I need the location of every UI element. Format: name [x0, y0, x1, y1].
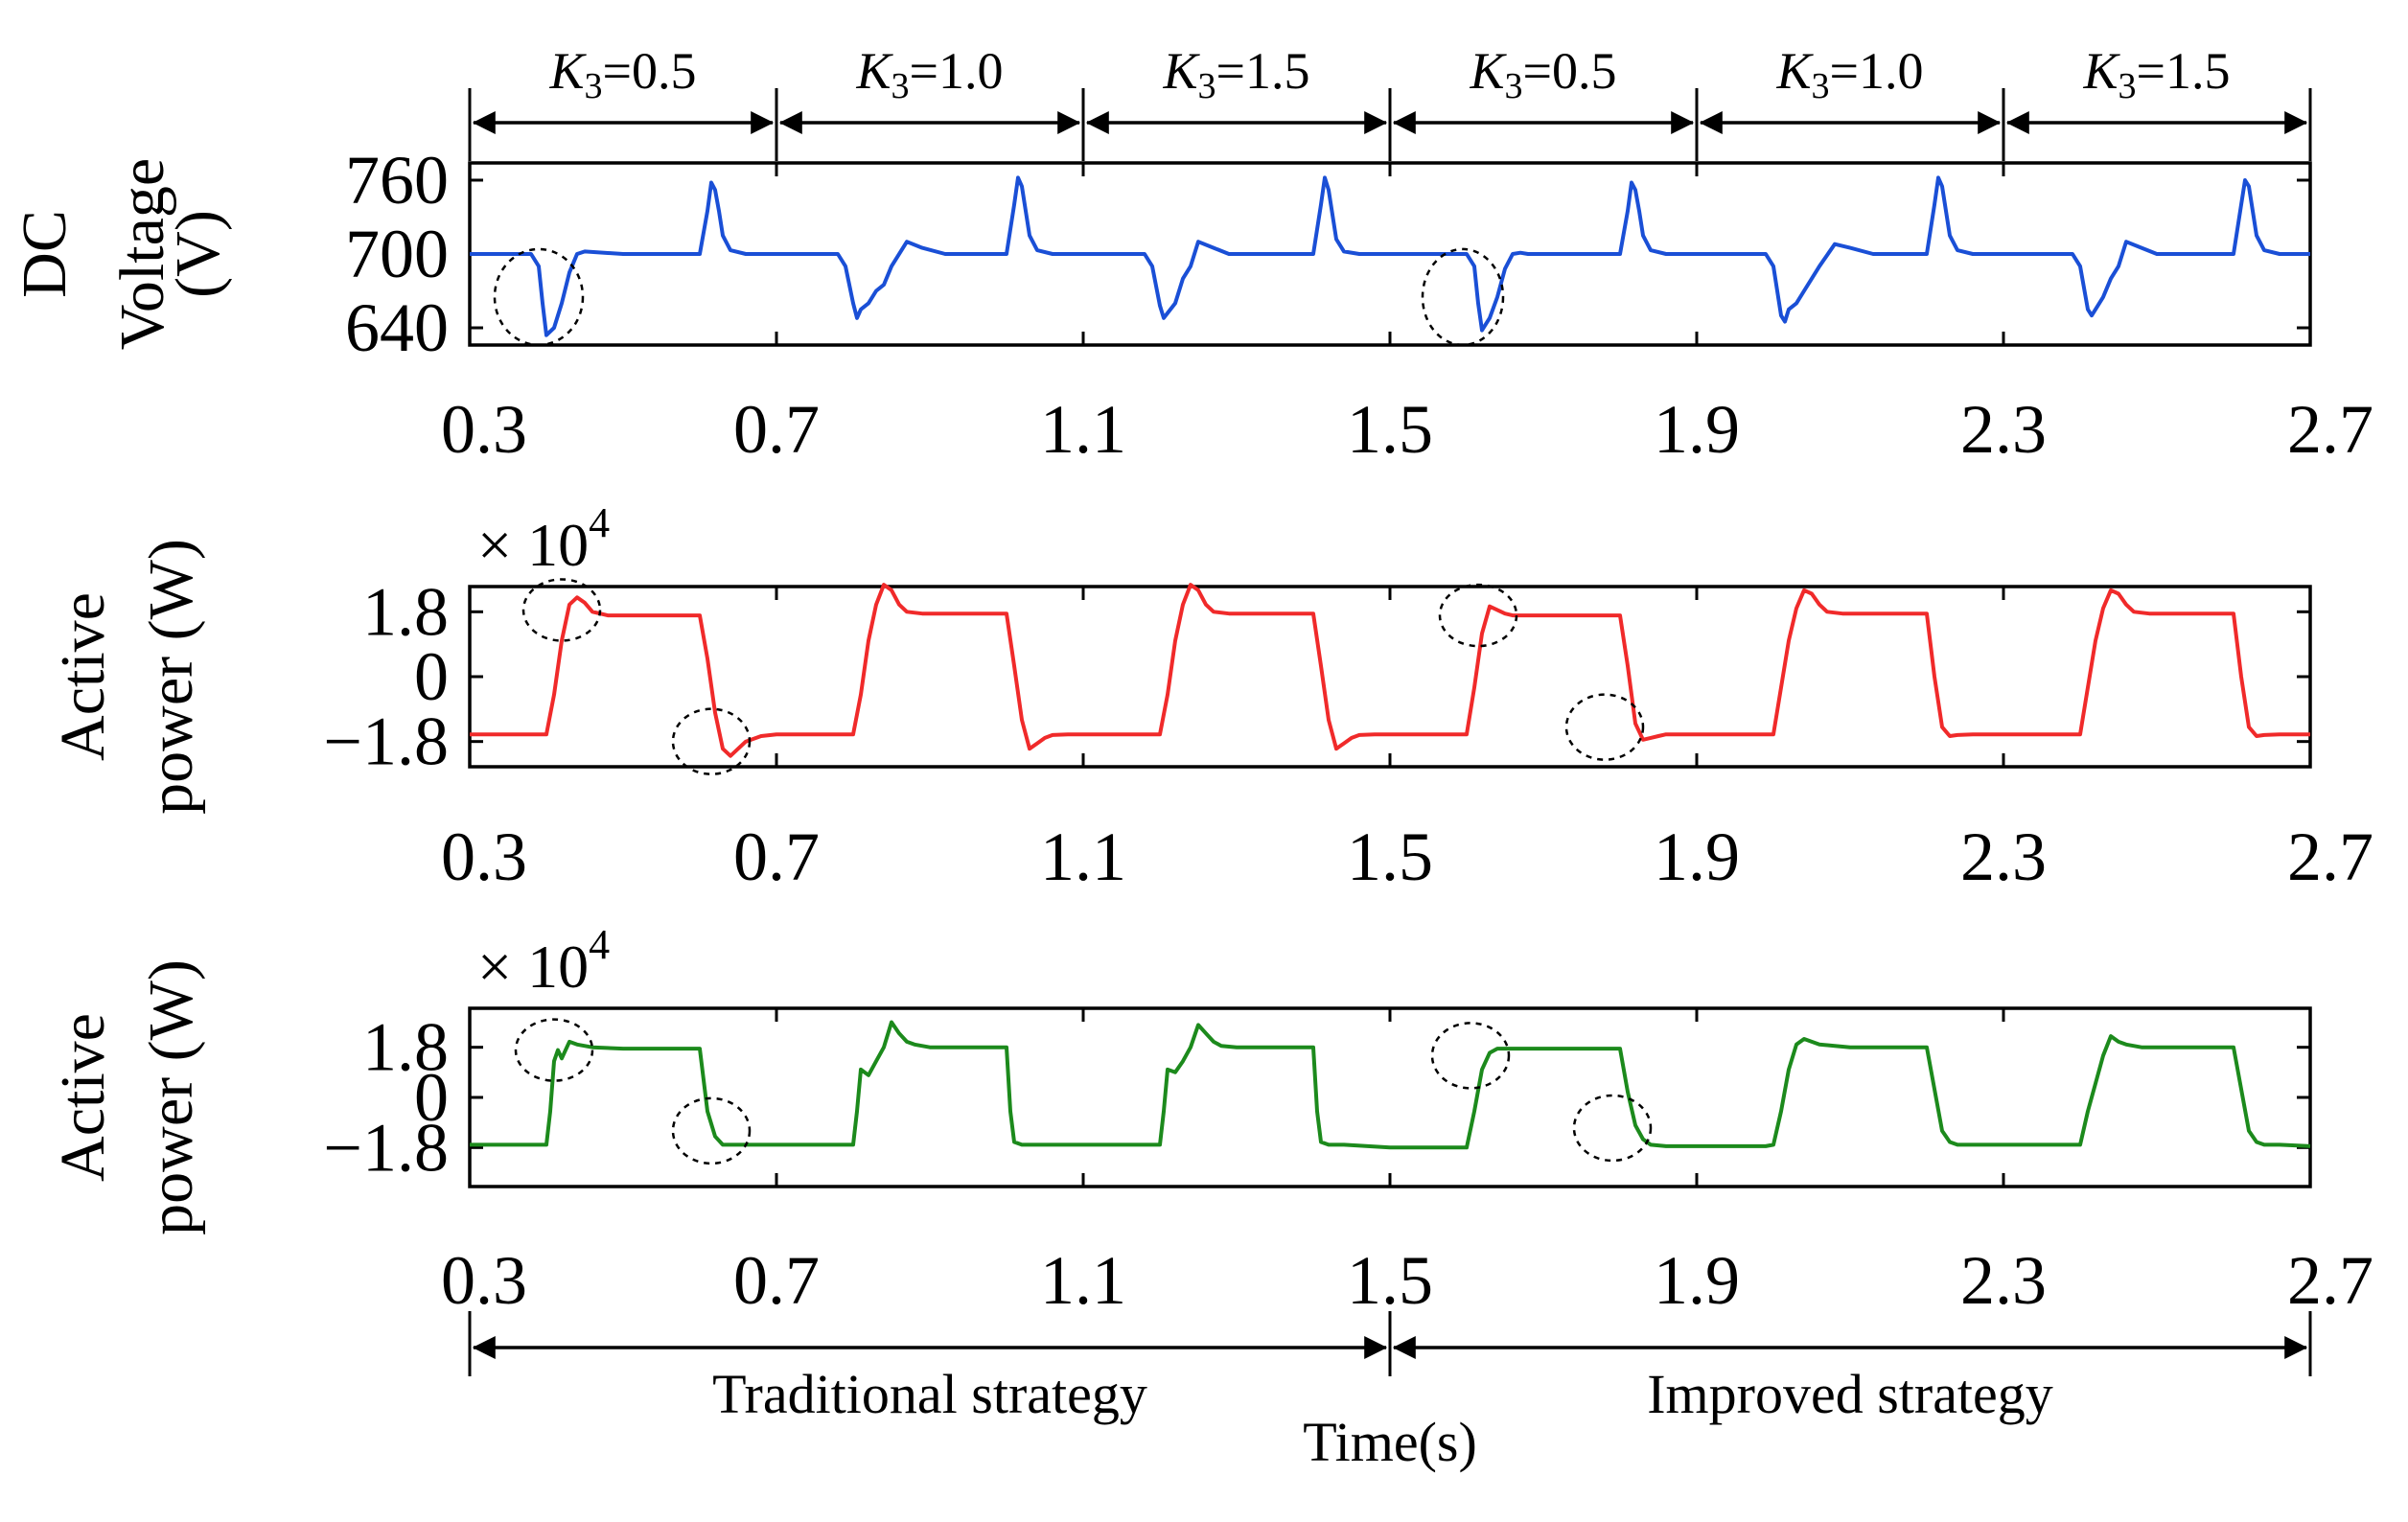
highlight-ellipse — [1572, 1094, 1653, 1163]
y-tick-label: −1.8 — [323, 1109, 449, 1186]
highlight-ellipse — [521, 578, 602, 642]
y-multiplier-label: × 104 — [477, 921, 610, 1001]
x-tick-label: 0.3 — [441, 1242, 527, 1319]
x-tick-label: 1.5 — [1347, 819, 1433, 895]
y-axis-label: Voltage — [107, 158, 177, 350]
k3-label: K3=1.0 — [1776, 42, 1924, 106]
y-axis-label: DC — [10, 210, 80, 298]
x-tick-label: 1.1 — [1040, 819, 1126, 895]
x-tick-label: 0.7 — [733, 1242, 820, 1319]
highlight-ellipse — [493, 247, 585, 347]
x-tick-label: 2.3 — [1960, 1242, 2047, 1319]
y-axis-label: (V) — [163, 210, 233, 298]
k3-label: K3=0.5 — [1470, 42, 1617, 106]
x-tick-label: 2.7 — [2287, 391, 2373, 468]
y-axis-label: Active — [48, 592, 118, 761]
y-multiplier-label: × 104 — [477, 499, 610, 579]
x-tick-label: 1.5 — [1347, 391, 1433, 468]
x-tick-label: 0.3 — [441, 819, 527, 895]
y-axis-label: Active — [48, 1013, 118, 1182]
x-tick-label: 0.7 — [733, 391, 820, 468]
k3-label: K3=1.5 — [1163, 42, 1310, 106]
y-tick-label: 1.8 — [362, 1009, 449, 1086]
y-tick-label: 0 — [414, 1059, 449, 1136]
y-tick-label: 0 — [414, 638, 449, 715]
x-tick-label: 1.9 — [1654, 819, 1740, 895]
highlight-ellipse — [671, 1096, 752, 1165]
k3-label: K3=0.5 — [549, 42, 697, 106]
x-tick-label: 1.5 — [1347, 1242, 1433, 1319]
highlight-ellipse — [671, 707, 752, 775]
highlight-ellipse — [1438, 583, 1518, 648]
highlight-ellipse — [514, 1018, 594, 1082]
strategy-label: Traditional strategy — [712, 1363, 1147, 1425]
series-line — [470, 583, 2310, 758]
x-tick-label: 1.1 — [1040, 1242, 1126, 1319]
highlight-ellipse — [1430, 1022, 1511, 1090]
x-tick-label: 2.3 — [1960, 391, 2047, 468]
x-tick-label: 1.9 — [1654, 1242, 1740, 1319]
x-tick-label: 2.7 — [2287, 1242, 2373, 1319]
k3-label: K3=1.5 — [2083, 42, 2231, 106]
highlight-ellipse — [1564, 693, 1645, 761]
y-axis-label: power (W) — [136, 539, 206, 815]
series-line — [470, 1020, 2311, 1150]
x-axis-label: Time(s) — [1303, 1411, 1477, 1473]
y-axis-label: power (W) — [136, 959, 206, 1235]
strategy-annotation: Traditional strategy Improved strategy — [468, 1311, 2312, 1425]
k3-label: K3=1.0 — [856, 42, 1004, 106]
y-tick-label: 1.8 — [362, 573, 449, 650]
x-tick-label: 1.1 — [1040, 391, 1126, 468]
y-tick-label: 700 — [345, 216, 449, 292]
k3-segment-annotation: K3=0.5 K3=1.0 K3=1.5 K3=0.5 K3=1.0 K3=1.5 — [468, 42, 2312, 161]
x-tick-label: 2.7 — [2287, 819, 2373, 895]
plot-frame — [468, 1006, 2312, 1188]
x-tick-label: 0.3 — [441, 391, 527, 468]
x-tick-label: 1.9 — [1654, 391, 1740, 468]
y-tick-label: 640 — [345, 289, 449, 366]
y-tick-label: 760 — [345, 142, 449, 219]
y-tick-label: −1.8 — [323, 703, 449, 780]
panel-2: 0.3 0.7 1.1 1.5 1.9 2.3 2.7 −1.801.8 Active power… — [48, 499, 2373, 895]
strategy-label: Improved strategy — [1647, 1363, 2053, 1425]
highlight-ellipse — [1421, 247, 1505, 347]
x-tick-label: 2.3 — [1960, 819, 2047, 895]
x-tick-label: 0.7 — [733, 819, 820, 895]
series-line — [470, 175, 2310, 337]
panel-3: 0.3 0.7 1.1 1.5 1.9 2.3 2.7 −1.801.8 Active power… — [48, 921, 2373, 1319]
